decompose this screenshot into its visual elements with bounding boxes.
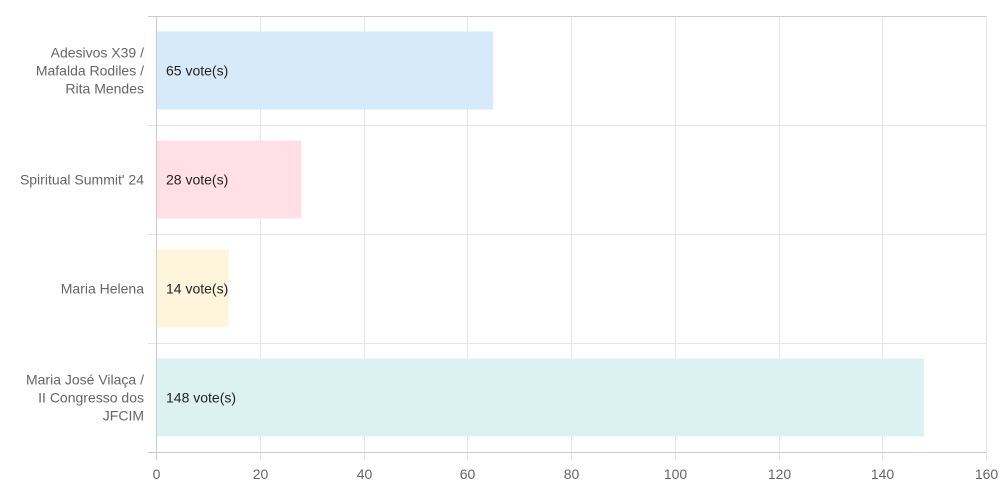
category-label: Mafalda Rodiles / — [36, 63, 144, 79]
category-label: JFCIM — [103, 408, 144, 424]
bars — [157, 31, 924, 437]
category-label: II Congresso dos — [38, 390, 144, 406]
category-label: Spiritual Summit' 24 — [20, 172, 144, 188]
data-labels: 65 vote(s) 28 vote(s) 14 vote(s) 148 vote(s… — [166, 63, 236, 406]
category-label: Maria Helena — [61, 281, 144, 297]
data-label: 148 vote(s) — [166, 390, 236, 406]
x-tick-label: 0 — [153, 466, 161, 482]
x-tick-label: 80 — [564, 466, 580, 482]
data-label: 65 vote(s) — [166, 63, 228, 79]
data-label: 14 vote(s) — [166, 281, 228, 297]
data-label: 28 vote(s) — [166, 172, 228, 188]
bar — [157, 358, 924, 437]
x-tick-label: 60 — [460, 466, 476, 482]
x-tick-label: 120 — [768, 466, 792, 482]
x-tick-label: 100 — [664, 466, 688, 482]
bar — [157, 31, 494, 110]
x-tick-label: 160 — [975, 466, 999, 482]
bar — [157, 249, 229, 328]
category-label: Adesivos X39 / — [51, 45, 144, 61]
grid-lines — [148, 16, 987, 460]
x-tick-label: 20 — [253, 466, 269, 482]
bar — [157, 140, 302, 219]
x-axis-ticks: 0 20 40 60 80 100 120 140 160 — [153, 466, 999, 482]
category-label: Rita Mendes — [65, 81, 144, 97]
x-tick-label: 140 — [871, 466, 895, 482]
category-labels: Adesivos X39 / Mafalda Rodiles / Rita Mend… — [20, 45, 144, 424]
x-tick-label: 40 — [357, 466, 373, 482]
category-label: Maria José Vilaça / — [26, 372, 144, 388]
